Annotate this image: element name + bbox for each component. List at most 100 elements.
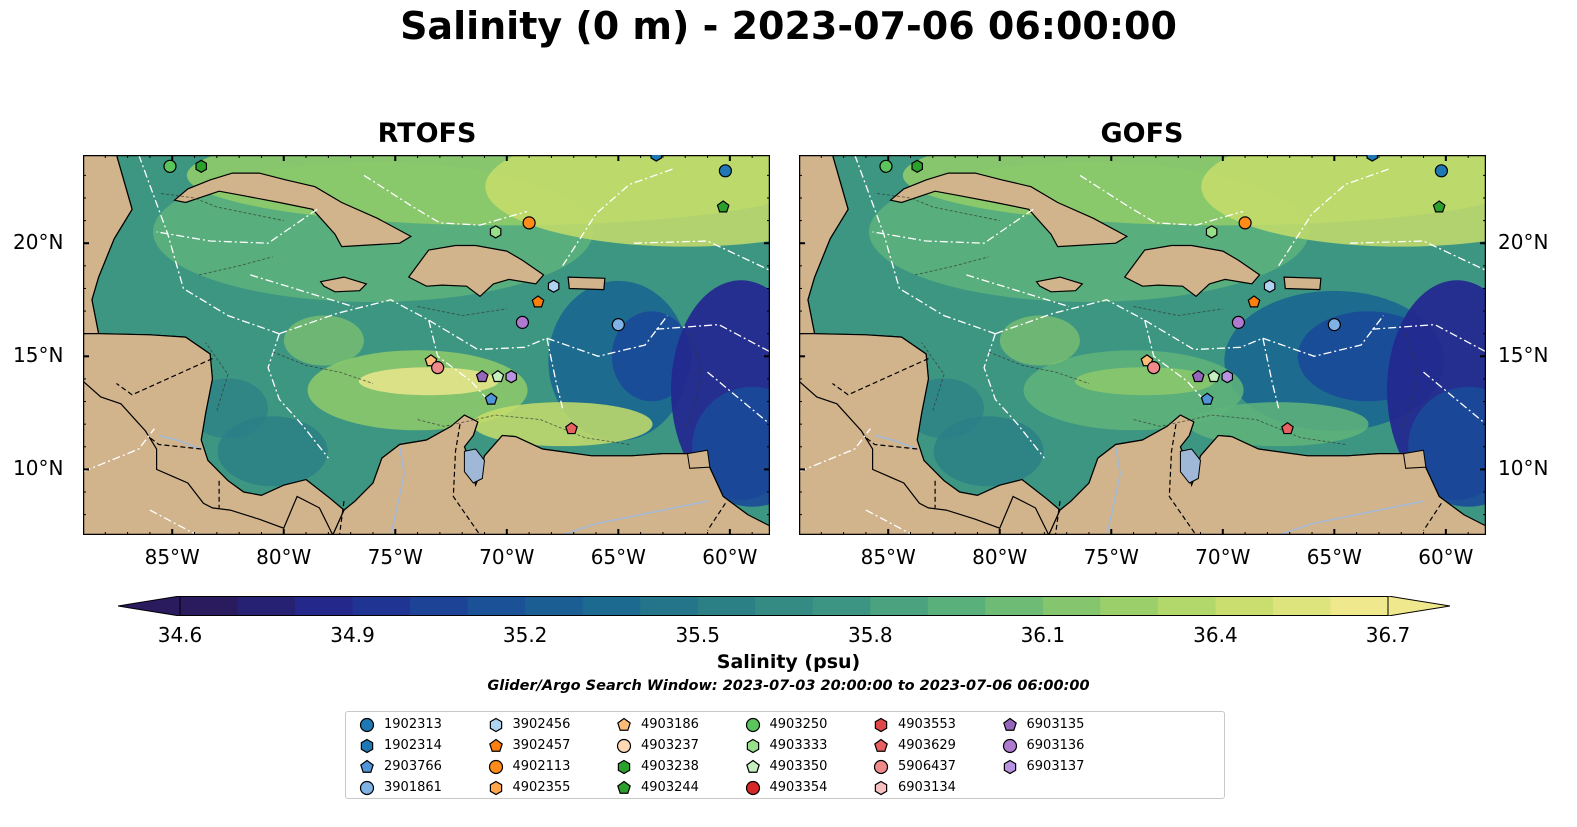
legend-label: 6903135 <box>1026 717 1085 732</box>
legend-entry: 5906437 <box>872 756 956 777</box>
colorbar-tick-label: 35.5 <box>675 623 720 647</box>
legend-entry: 4903250 <box>744 714 828 735</box>
lon-tick-label: 80°W <box>972 545 1028 569</box>
float-marker-1902314 <box>1366 155 1379 162</box>
legend-entry: 6903134 <box>872 777 956 798</box>
legend-marker-4903237 <box>616 738 632 753</box>
float-marker-5906437 <box>431 361 445 375</box>
legend-label: 6903134 <box>898 780 956 795</box>
legend-marker-4903354 <box>745 780 760 795</box>
float-marker-6903136 <box>515 315 530 329</box>
legend-entry: 4902113 <box>487 756 571 777</box>
colorbar-extend-high <box>1387 595 1451 617</box>
float-marker-4903350 <box>491 369 505 383</box>
legend-marker-4903186 <box>617 717 631 731</box>
colorbar-tick-label: 34.6 <box>157 623 203 647</box>
colorbar-tick-label: 36.7 <box>1365 623 1411 647</box>
float-marker-3902457 <box>531 295 545 308</box>
legend-entry: 1902314 <box>358 735 442 756</box>
legend-marker-4903350 <box>745 759 760 773</box>
legend-label: 4903237 <box>641 738 699 753</box>
lon-tick-label: 75°W <box>367 545 423 569</box>
float-marker-6903137 <box>1221 369 1234 384</box>
lon-tick-label: 60°W <box>702 545 758 569</box>
legend-marker-1902314 <box>360 738 374 753</box>
float-legend: 1902313 1902314 2903766 3901861 3902456 39024… <box>345 711 1225 799</box>
colorbar-segment <box>582 596 641 616</box>
legend-marker-4903629 <box>874 738 888 752</box>
page-title: Salinity (0 m) - 2023-07-06 06:00:00 <box>400 4 1177 48</box>
legend-label: 4903238 <box>641 759 699 774</box>
legend-entry: 6903136 <box>1001 735 1085 756</box>
colorbar-tick-label: 35.2 <box>502 623 548 647</box>
legend-entry: 1902313 <box>358 714 442 735</box>
colorbar-segment <box>927 596 986 616</box>
legend-marker-4902355 <box>489 780 502 795</box>
float-marker-3901861 <box>1327 318 1341 332</box>
legend-label: 3902457 <box>512 738 571 753</box>
float-marker-4903629 <box>1281 421 1294 435</box>
float-marker-6903135 <box>475 369 489 383</box>
legend-marker-2903766 <box>360 759 374 773</box>
float-marker-4903250 <box>163 159 177 173</box>
colorbar-title: Salinity (psu) <box>716 651 861 673</box>
legend-entry: 4903238 <box>615 756 699 777</box>
legend-label: 1902313 <box>384 717 442 732</box>
rtofs-map <box>83 155 770 535</box>
legend-label: 6903136 <box>1026 738 1085 753</box>
lat-tick-label-left: 20°N <box>13 230 64 255</box>
legend-label: 4903350 <box>769 759 828 774</box>
lat-tick-label-right: 10°N <box>1498 456 1549 481</box>
float-marker-4903629 <box>565 421 578 435</box>
float-marker-4903333 <box>489 225 502 239</box>
colorbar-segment <box>410 596 469 616</box>
legend-marker-5906437 <box>873 759 889 774</box>
colorbar <box>117 595 1451 617</box>
legend-label: 3902456 <box>512 717 571 732</box>
legend-marker-4903250 <box>745 717 760 732</box>
panel-title-rtofs: RTOFS <box>377 118 477 149</box>
colorbar-segment <box>697 596 756 616</box>
legend-marker-3902457 <box>488 738 503 752</box>
lon-tick-label: 80°W <box>256 545 312 569</box>
legend-label: 4902113 <box>512 759 571 774</box>
legend-label: 4903186 <box>641 717 699 732</box>
legend-marker-6903135 <box>1002 717 1017 731</box>
lon-tick-label: 75°W <box>1083 545 1139 569</box>
legend-marker-6903137 <box>1003 759 1016 774</box>
colorbar-segment <box>467 596 526 616</box>
legend-marker-4903244 <box>617 780 631 794</box>
float-marker-6903137 <box>505 369 518 384</box>
legend-marker-1902313 <box>359 717 375 732</box>
lat-tick-label-left: 15°N <box>13 343 64 368</box>
colorbar-segment <box>1157 596 1216 616</box>
legend-entry: 4903237 <box>615 735 699 756</box>
legend-label: 4903244 <box>641 780 699 795</box>
legend-entry: 4903350 <box>744 756 828 777</box>
colorbar-tick-label: 36.1 <box>1020 623 1066 647</box>
float-marker-4903333 <box>1205 225 1218 239</box>
colorbar-segment <box>525 596 584 616</box>
legend-entry: 2903766 <box>358 756 442 777</box>
colorbar-segment <box>295 596 354 616</box>
legend-label: 4903553 <box>898 717 956 732</box>
map-panel-rtofs <box>83 155 770 535</box>
legend-label: 3901861 <box>384 780 442 795</box>
lon-tick-label: 85°W <box>860 545 916 569</box>
legend-marker-6903134 <box>874 780 888 795</box>
legend-entry: 4903333 <box>744 735 827 756</box>
float-marker-4903238 <box>195 159 208 174</box>
legend-marker-3901861 <box>359 780 375 795</box>
legend-entry: 3902457 <box>487 735 571 756</box>
float-marker-1902314 <box>650 155 663 162</box>
legend-label: 4903250 <box>769 717 828 732</box>
colorbar-segment <box>1100 596 1159 616</box>
colorbar-segment <box>352 596 411 616</box>
legend-marker-4903238 <box>617 759 631 774</box>
legend-entry: 6903137 <box>1001 756 1084 777</box>
lon-tick-label: 65°W <box>590 545 646 569</box>
float-marker-2903766 <box>484 392 498 405</box>
float-marker-4902113 <box>1238 216 1252 230</box>
legend-label: 4902355 <box>512 780 571 795</box>
legend-label: 4903354 <box>769 780 828 795</box>
